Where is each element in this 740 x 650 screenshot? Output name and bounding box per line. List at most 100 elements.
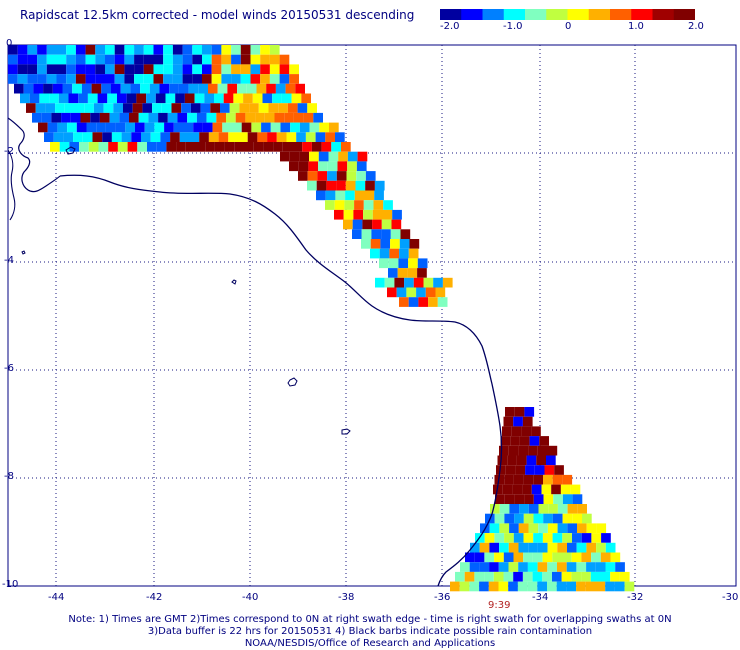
swath-cell <box>364 190 375 201</box>
swath-cell <box>134 64 144 75</box>
swath-cell <box>334 200 345 210</box>
swath-cell <box>51 112 62 123</box>
swath-cell <box>390 229 401 239</box>
swath-cell <box>408 297 419 307</box>
swath-southeast <box>450 407 635 592</box>
swath-cell <box>192 74 202 84</box>
swath-cell <box>586 562 596 572</box>
swath-cell <box>246 83 257 94</box>
swath-cell <box>164 122 174 133</box>
swath-cell <box>260 54 270 65</box>
swath-cell <box>417 268 427 278</box>
swath-cell <box>508 542 519 553</box>
swath-cell <box>244 142 254 152</box>
swath-cell <box>459 581 470 592</box>
swath-cell <box>503 571 514 582</box>
swath-cell <box>338 151 348 162</box>
swath-cell <box>247 132 258 142</box>
swath-cell <box>135 122 145 133</box>
swath-cell <box>260 45 270 55</box>
swath-cell <box>373 200 384 210</box>
x-tick-40: -40 <box>242 592 259 603</box>
swath-cell <box>117 93 127 104</box>
colorbar-swatch <box>673 9 695 20</box>
swath-cell <box>238 132 248 142</box>
swath-cell <box>257 132 268 142</box>
swath-cell <box>97 93 108 104</box>
swath-cell <box>307 180 317 191</box>
swath-cell <box>363 209 373 220</box>
swath-cell <box>143 64 154 75</box>
swath-cell <box>372 219 382 230</box>
swath-cell <box>267 132 277 142</box>
swath-cell <box>146 93 156 104</box>
swath-cell <box>210 103 220 113</box>
swath-cell <box>231 64 241 75</box>
swath-cell <box>258 103 269 113</box>
swath-cell <box>513 571 523 582</box>
swath-cell <box>279 54 290 65</box>
swath-cell <box>372 209 383 220</box>
swath-cell <box>591 533 602 543</box>
swath-cell <box>143 45 154 55</box>
swath-cell <box>184 93 195 104</box>
swath-cell <box>379 258 389 269</box>
swath-cell <box>73 132 83 142</box>
swath-cell <box>344 200 355 210</box>
swath-cell <box>37 74 47 84</box>
swath-cell <box>163 54 173 65</box>
x-tick-42: -42 <box>146 592 163 603</box>
swath-cell <box>50 142 60 152</box>
swath-cell <box>250 74 261 84</box>
x-tick-32: -32 <box>627 592 644 603</box>
swath-cell <box>309 122 320 133</box>
swath-cell <box>96 122 106 133</box>
swath-cell <box>280 122 291 133</box>
swath-cell <box>409 239 420 249</box>
swath-cell <box>504 474 514 485</box>
swath-cell <box>514 494 525 504</box>
swath-cell <box>533 533 543 543</box>
swath-cell <box>62 83 73 94</box>
swath-cell <box>70 112 81 123</box>
swath-cell <box>354 200 364 210</box>
swath-cell <box>273 142 283 152</box>
swath-cell <box>538 504 549 514</box>
swath-cell <box>309 151 319 162</box>
swath-cell <box>124 64 135 75</box>
y-tick-10: -10 <box>2 579 19 590</box>
swath-cell <box>499 523 510 534</box>
swath-cell <box>74 103 85 113</box>
swath-cell <box>115 122 126 133</box>
swath-cell <box>113 103 123 113</box>
swath-cell <box>85 64 96 75</box>
swath-cell <box>528 445 538 456</box>
swath-cell <box>600 571 611 582</box>
swath-cell <box>234 142 244 152</box>
swath-cell <box>202 122 213 133</box>
swath-cell <box>56 64 67 75</box>
swath-cell <box>208 83 218 94</box>
swath-cell <box>357 151 368 162</box>
swath-cell <box>105 74 115 84</box>
swath-cell <box>53 132 64 142</box>
swath-cell <box>59 142 70 152</box>
swath-cell <box>547 581 557 592</box>
swath-cell <box>400 229 411 239</box>
swath-cell <box>66 74 76 84</box>
swath-cell <box>510 436 520 446</box>
y-tick-2: -2 <box>4 146 14 157</box>
swath-cell <box>46 54 57 65</box>
swath-cell <box>552 552 562 563</box>
swath-cell <box>280 151 290 162</box>
swath-cell <box>552 513 563 524</box>
swath-cell <box>137 142 147 152</box>
swath-cell <box>14 83 24 94</box>
swath-cell <box>192 64 202 75</box>
swath-cell <box>152 103 162 113</box>
swath-cell <box>317 171 328 181</box>
swath-cell <box>499 542 509 553</box>
swath-cell <box>416 287 426 298</box>
swath-cell <box>396 287 407 298</box>
